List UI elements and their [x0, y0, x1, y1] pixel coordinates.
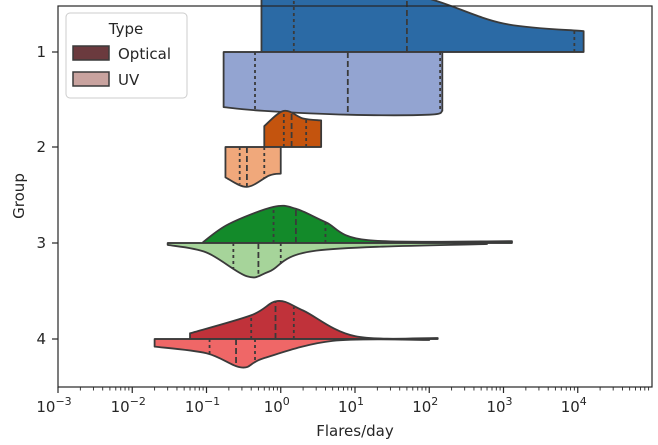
legend-swatch-uv: [72, 71, 110, 87]
y-tick-label: 1: [36, 43, 46, 61]
y-tick-label: 2: [36, 138, 46, 156]
violin-3-optical: [202, 204, 513, 244]
y-tick-label: 4: [36, 330, 46, 348]
violin-1-uv: [222, 51, 444, 117]
violin-2-uv: [224, 146, 282, 188]
x-axis-label: Flares/day: [316, 422, 394, 440]
legend-label-uv: UV: [118, 71, 140, 89]
y-tick-label: 3: [36, 234, 46, 252]
legend-title: Type: [108, 20, 143, 38]
violin-1-optical: [260, 0, 585, 53]
legend: Type Optical UV: [65, 12, 188, 99]
violin-3-uv: [166, 242, 488, 279]
y-axis-label: Group: [10, 173, 28, 219]
legend-label-optical: Optical: [118, 45, 171, 63]
legend-swatch-optical: [72, 45, 110, 61]
violin-2-optical: [263, 109, 323, 148]
